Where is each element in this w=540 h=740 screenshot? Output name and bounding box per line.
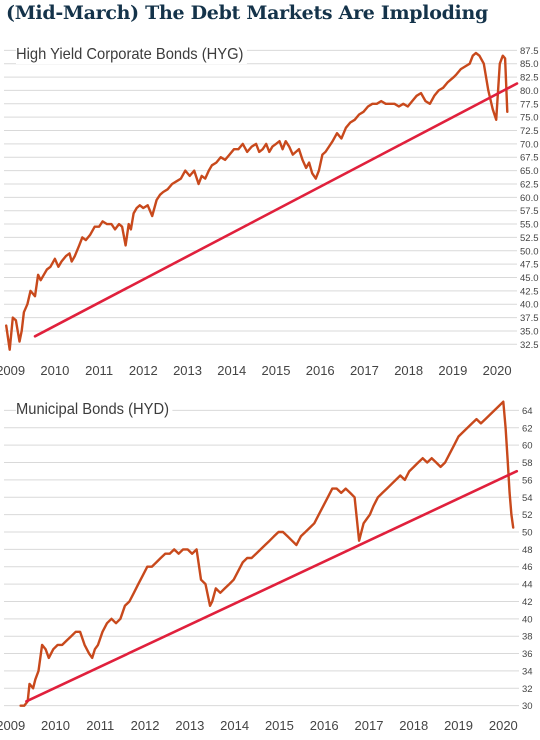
- hyg-y-tick-label: 62.5: [520, 179, 539, 190]
- hyd-y-tick-label: 58: [522, 458, 533, 469]
- hyd-trend-line: [25, 469, 519, 703]
- hyg-y-tick-label: 32.5: [520, 340, 539, 351]
- hyg-y-tick-label: 80.0: [520, 86, 539, 97]
- hyg-y-tick-label: 60.0: [520, 193, 539, 204]
- hyg-y-tick-label: 45.0: [520, 273, 539, 284]
- hyg-x-tick-label: 2016: [306, 363, 335, 378]
- hyg-x-tick-label: 2019: [438, 363, 467, 378]
- hyg-chart-panel: 32.5 35.0 37.5 40.0 42.5 45.0 47.5 50.0 52.5 55.0…: [0, 40, 540, 385]
- hyg-y-tick-label: 42.5: [520, 286, 539, 297]
- hyg-y-tick-label: 47.5: [520, 260, 539, 271]
- hyd-y-tick-label: 34: [522, 666, 533, 677]
- hyd-chart-title: Municipal Bonds (HYD): [16, 401, 173, 419]
- hyd-x-tick-label: 2020: [489, 718, 518, 733]
- hyd-y-tick-label: 50: [522, 527, 533, 538]
- hyd-y-tick-label: 42: [522, 597, 533, 608]
- hyg-y-tick-label: 52.5: [520, 233, 539, 244]
- hyg-y-tick-label: 85.0: [520, 59, 539, 70]
- hyd-x-tick-label: 2010: [41, 718, 70, 733]
- hyg-chart-title: High Yield Corporate Bonds (HYG): [16, 46, 248, 64]
- hyd-y-tick-label: 38: [522, 632, 533, 643]
- hyd-y-tick-label: 44: [522, 580, 533, 591]
- hyd-x-tick-label: 2012: [131, 718, 160, 733]
- hyd-chart-panel: 30 32 34 36 38 40 42 44 46 48 50 52 54 56 58 60 62 64 2009…: [0, 395, 540, 740]
- hyg-x-tick-label: 2020: [483, 363, 512, 378]
- hyg-y-tick-label: 37.5: [520, 313, 539, 324]
- hyd-x-tick-label: 2009: [0, 718, 25, 733]
- hyd-y-tick-label: 40: [522, 614, 533, 625]
- hyg-y-tick-label: 65.0: [520, 166, 539, 177]
- hyg-y-tick-label: 77.5: [520, 99, 539, 110]
- page-headline: (Mid-March) The Debt Markets Are Implodi…: [6, 2, 488, 24]
- hyg-y-tick-label: 40.0: [520, 300, 539, 311]
- hyg-x-tick-label: 2015: [262, 363, 291, 378]
- hyd-y-tick-label: 56: [522, 475, 533, 486]
- hyg-x-tick-label: 2014: [217, 363, 246, 378]
- hyg-x-tick-label: 2013: [173, 363, 202, 378]
- hyd-y-tick-label: 54: [522, 493, 533, 504]
- hyg-price-line: [4, 51, 509, 351]
- hyd-x-tick-label: 2013: [175, 718, 204, 733]
- hyg-x-tick-label: 2009: [0, 363, 25, 378]
- hyg-y-tick-label: 82.5: [520, 73, 539, 84]
- hyd-x-tick-label: 2016: [310, 718, 339, 733]
- hyg-chart-svg: 32.5 35.0 37.5 40.0 42.5 45.0 47.5 50.0 52.5 55.0…: [0, 46, 539, 378]
- hyd-x-tick-label: 2011: [86, 718, 114, 733]
- hyd-y-tick-label: 64: [522, 406, 533, 417]
- hyg-x-tick-label: 2017: [350, 363, 379, 378]
- hyd-y-tick-label: 32: [522, 684, 533, 695]
- hyd-x-tick-label: 2017: [355, 718, 384, 733]
- hyd-y-tick-label: 48: [522, 545, 533, 556]
- hyg-trend-line: [33, 82, 519, 338]
- hyd-y-tick-label: 52: [522, 510, 533, 521]
- hyg-y-tick-label: 72.5: [520, 126, 539, 137]
- hyg-y-tick-label: 87.5: [520, 46, 539, 57]
- hyd-x-tick-label: 2015: [265, 718, 294, 733]
- hyd-x-tick-label: 2014: [220, 718, 249, 733]
- hyd-price-line: [19, 400, 515, 707]
- hyd-x-tick-label: 2018: [399, 718, 428, 733]
- hyg-y-tick-label: 35.0: [520, 326, 539, 337]
- hyg-y-tick-label: 57.5: [520, 206, 539, 217]
- hyd-y-tick-label: 36: [522, 649, 533, 660]
- hyg-y-tick-label: 50.0: [520, 246, 539, 257]
- hyd-y-tick-label: 62: [522, 423, 533, 434]
- hyd-chart-svg: 30 32 34 36 38 40 42 44 46 48 50 52 54 56 58 60 62 64 2009…: [0, 400, 533, 733]
- hyg-y-tick-label: 55.0: [520, 220, 539, 231]
- hyg-y-tick-label: 75.0: [520, 113, 539, 124]
- hyd-y-tick-label: 46: [522, 562, 533, 573]
- hyd-y-tick-label: 60: [522, 441, 533, 452]
- hyg-y-tick-label: 67.5: [520, 153, 539, 164]
- hyg-x-tick-label: 2010: [40, 363, 69, 378]
- hyg-y-tick-label: 70.0: [520, 139, 539, 150]
- hyg-x-tick-label: 2012: [129, 363, 158, 378]
- hyd-y-tick-label: 30: [522, 701, 533, 712]
- hyg-x-tick-label: 2011: [85, 363, 113, 378]
- hyd-x-tick-label: 2019: [444, 718, 473, 733]
- hyg-x-tick-label: 2018: [394, 363, 423, 378]
